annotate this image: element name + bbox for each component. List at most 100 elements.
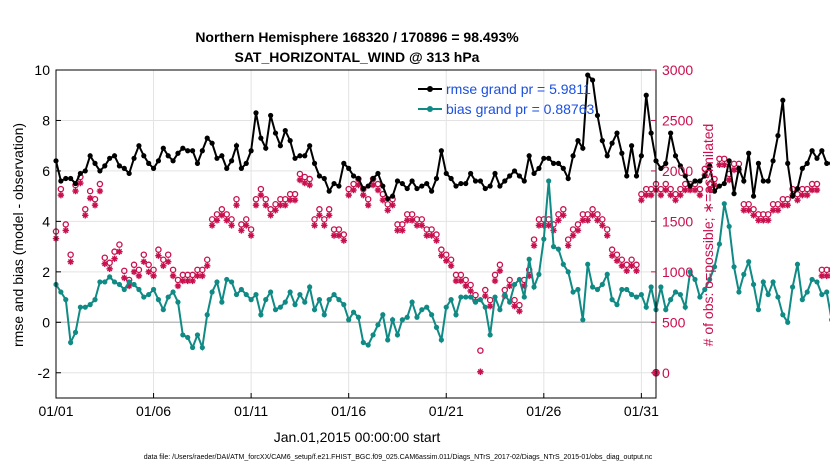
obs-possible-marker: [506, 276, 513, 284]
rmse-point: [311, 160, 318, 166]
obs-possible-marker: [569, 226, 577, 233]
rmse-point: [707, 163, 713, 169]
obs-possible-marker: [223, 211, 230, 218]
bias-point: [775, 294, 781, 300]
bias-point: [663, 307, 669, 313]
rmse-point: [355, 175, 362, 182]
rmse-point: [672, 153, 679, 159]
bias-point: [214, 279, 220, 285]
obs-assimilated-marker: [672, 196, 679, 204]
obs-assimilated-marker: [740, 207, 748, 214]
bias-point: [419, 307, 425, 313]
bias-point: [302, 299, 308, 305]
bias-point: [346, 317, 352, 323]
rmse-point: [77, 170, 83, 177]
bias-point: [360, 339, 366, 346]
obs-assimilated-marker: [725, 176, 733, 184]
bias-point: [258, 312, 264, 318]
rmse-point: [819, 148, 825, 154]
rmse-point: [160, 145, 166, 151]
rmse-point: [546, 155, 552, 161]
bias-point: [185, 334, 191, 341]
obs-possible-marker: [491, 271, 499, 279]
bias-point: [570, 289, 576, 295]
y2-tick-label: 2000: [662, 163, 693, 179]
bias-point: [789, 284, 796, 290]
bias-point: [526, 256, 532, 262]
obs-assimilated-marker: [560, 212, 567, 219]
obs-possible-marker: [228, 216, 235, 223]
obs-assimilated-marker: [91, 202, 99, 209]
bias-point: [668, 297, 674, 303]
rmse-point: [711, 188, 718, 194]
bias-point: [165, 294, 171, 300]
obs-assimilated-marker: [711, 181, 718, 189]
bias-point: [531, 284, 537, 290]
bias-point: [633, 294, 640, 300]
obs-assimilated-marker: [516, 307, 523, 315]
rmse-point: [121, 165, 127, 171]
obs-possible-marker: [467, 281, 474, 289]
rmse-point: [219, 153, 225, 159]
bias-point: [560, 261, 566, 267]
obs-possible-marker: [350, 180, 357, 188]
rmse-point: [560, 165, 566, 171]
obs-assimilated-marker: [467, 287, 474, 295]
obs-assimilated-marker: [96, 187, 104, 195]
obs-assimilated-marker: [525, 272, 533, 280]
bias-point: [307, 284, 313, 290]
obs-possible-marker: [516, 301, 523, 309]
obs-assimilated-marker: [150, 272, 157, 280]
bias-point: [224, 276, 230, 283]
obs-assimilated-marker: [808, 186, 816, 194]
rmse-point: [199, 148, 205, 154]
obs-possible-marker: [67, 251, 74, 258]
bias-point: [736, 289, 742, 295]
legend: rmse grand pr = 5.9811 bias grand pr = 0.…: [418, 81, 594, 117]
obs-assimilated-marker: [379, 196, 387, 204]
rmse-point: [258, 135, 264, 141]
bias-point: [785, 319, 791, 325]
obs-assimilated-marker: [535, 222, 543, 229]
bias-point: [677, 291, 683, 298]
bias-point: [702, 286, 708, 293]
obs-assimilated-marker: [667, 191, 674, 199]
obs-possible-marker: [623, 261, 630, 269]
bias-point: [750, 281, 757, 288]
bias-point: [497, 307, 503, 313]
bias-point: [819, 291, 825, 298]
obs-assimilated-marker: [662, 186, 669, 194]
obs-possible-marker: [803, 185, 811, 193]
rmse-point: [682, 173, 688, 179]
obs-assimilated-marker: [301, 179, 308, 187]
x-tick-label: 01/26: [526, 403, 561, 419]
bias-point: [102, 279, 108, 285]
obs-assimilated-marker: [179, 277, 187, 285]
bias-point: [770, 279, 776, 285]
obs-assimilated-marker: [306, 181, 313, 189]
obs-assimilated-marker: [77, 179, 84, 187]
bias-point: [72, 329, 79, 335]
rmse-point: [350, 173, 357, 179]
bias-point: [658, 284, 664, 290]
obs-assimilated-marker: [618, 262, 626, 269]
obs-possible-marker: [203, 256, 211, 264]
obs-possible-marker: [560, 206, 567, 213]
x-tick-label: 01/31: [624, 403, 659, 419]
bias-point: [253, 291, 259, 298]
obs-assimilated-marker: [86, 194, 94, 202]
obs-possible-marker: [101, 254, 109, 261]
obs-possible-marker: [628, 256, 635, 264]
obs-assimilated-marker: [67, 258, 74, 265]
rmse-point: [760, 178, 766, 184]
chart-subtitle: SAT_HORIZONTAL_WIND @ 313 hPa: [235, 49, 480, 65]
obs-assimilated-marker: [369, 181, 377, 189]
obs-possible-marker: [238, 221, 245, 228]
rmse-point: [204, 135, 210, 141]
rmse-point: [702, 173, 708, 179]
obs-assimilated-marker: [477, 368, 484, 375]
obs-possible-marker: [482, 286, 489, 294]
x-tick-label: 01/21: [429, 403, 464, 419]
rmse-point: [136, 143, 142, 149]
obs-possible-marker: [155, 246, 162, 253]
